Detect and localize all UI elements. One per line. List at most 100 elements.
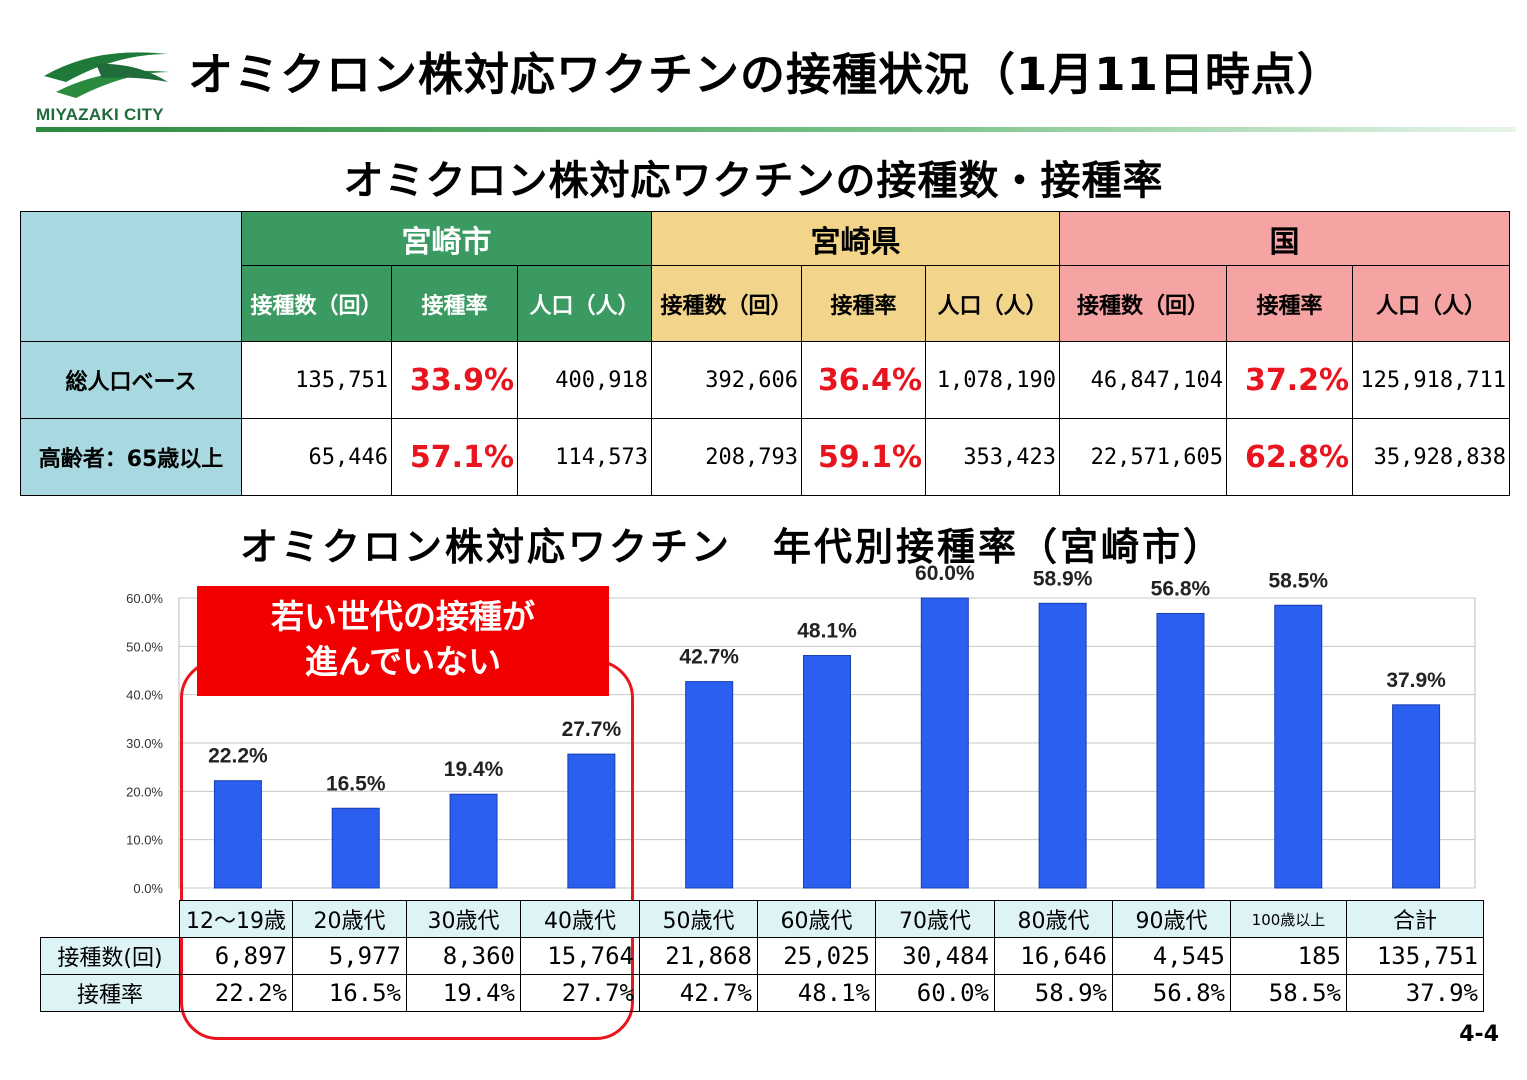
cell-population: 114,573 xyxy=(516,418,653,496)
row-label: 総人口ベース xyxy=(20,341,242,419)
row-label: 接種率 xyxy=(40,974,180,1012)
count-cell: 16,646 xyxy=(994,937,1113,975)
bar xyxy=(1274,604,1323,889)
age-header: 80歳代 xyxy=(994,900,1113,938)
rate-cell: 27.7% xyxy=(520,974,640,1012)
data-label: 60.0% xyxy=(915,562,975,585)
y-tick-label: 10.0% xyxy=(126,833,163,848)
cell-population: 353,423 xyxy=(925,418,1061,496)
col-header-count: 接種数（回） xyxy=(651,265,803,342)
bar xyxy=(920,597,969,889)
cell-count: 392,606 xyxy=(651,341,803,419)
age-header: 50歳代 xyxy=(639,900,758,938)
table-row: 高齢者：65歳以上 65,446 57.1% 114,573 208,793 5… xyxy=(20,418,1511,496)
row-label: 接種数(回) xyxy=(40,937,180,975)
rate-cell: 19.4% xyxy=(406,974,521,1012)
rate-cell: 37.9% xyxy=(1346,974,1484,1012)
age-header: 60歳代 xyxy=(757,900,876,938)
cell-population: 125,918,711 xyxy=(1352,341,1511,419)
bar xyxy=(685,681,734,889)
data-label: 42.7% xyxy=(679,646,739,669)
cell-rate: 37.2% xyxy=(1226,341,1354,419)
title-divider xyxy=(36,127,1516,132)
section2-title: オミクロン株対応ワクチン 年代別接種率（宮崎市） xyxy=(240,525,1225,569)
cell-population: 1,078,190 xyxy=(925,341,1061,419)
data-label: 58.9% xyxy=(1033,567,1093,590)
y-tick-label: 0.0% xyxy=(133,881,163,896)
rate-cell: 22.2% xyxy=(179,974,293,1012)
col-header-population: 人口（人） xyxy=(1352,265,1511,342)
age-table: 12～19歳 20歳代 30歳代 40歳代 50歳代 60歳代 70歳代 80歳… xyxy=(40,900,1484,1012)
rate-cell: 58.5% xyxy=(1230,974,1347,1012)
bar xyxy=(213,780,262,889)
group-header-nation: 国 xyxy=(1059,211,1511,266)
cell-rate: 33.9% xyxy=(391,341,518,419)
row-label: 高齢者：65歳以上 xyxy=(20,418,242,496)
col-header-count: 接種数（回） xyxy=(241,265,392,342)
table-row: 接種数(回) 6,897 5,977 8,360 15,764 21,868 2… xyxy=(40,937,1484,975)
age-header: 20歳代 xyxy=(292,900,407,938)
age-header: 40歳代 xyxy=(520,900,640,938)
group-header-prefecture: 宮崎県 xyxy=(651,211,1061,266)
y-tick-label: 50.0% xyxy=(126,639,163,654)
bar xyxy=(1392,704,1441,889)
col-header-count: 接種数（回） xyxy=(1059,265,1228,342)
logo-text: MIYAZAKI CITY xyxy=(36,105,164,124)
rate-cell: 58.9% xyxy=(994,974,1113,1012)
count-cell: 6,897 xyxy=(179,937,293,975)
data-label: 19.4% xyxy=(444,758,504,781)
col-header-population: 人口（人） xyxy=(516,265,653,342)
rate-cell: 56.8% xyxy=(1112,974,1231,1012)
section1-title: オミクロン株対応ワクチンの接種数・接種率 xyxy=(343,158,1164,204)
count-cell: 15,764 xyxy=(520,937,640,975)
col-header-population: 人口（人） xyxy=(925,265,1061,342)
rate-cell: 16.5% xyxy=(292,974,407,1012)
miyazaki-city-logo xyxy=(44,52,170,98)
rate-cell: 48.1% xyxy=(757,974,876,1012)
table-corner xyxy=(20,211,242,342)
callout-box: 若い世代の接種が 進んでいない xyxy=(197,586,609,696)
y-tick-label: 20.0% xyxy=(126,784,163,799)
count-cell: 21,868 xyxy=(639,937,758,975)
group-header-city: 宮崎市 xyxy=(240,211,653,266)
bar xyxy=(803,655,851,889)
cell-rate: 59.1% xyxy=(801,418,927,496)
cell-rate: 36.4% xyxy=(801,341,927,419)
page-number: 4-4 xyxy=(1459,1022,1499,1047)
bar xyxy=(331,807,380,889)
cell-count: 46,847,104 xyxy=(1059,341,1228,419)
cell-rate: 62.8% xyxy=(1226,418,1354,496)
page-title: オミクロン株対応ワクチンの接種状況（1月11日時点） xyxy=(188,48,1343,101)
data-label: 37.9% xyxy=(1386,669,1446,692)
cell-rate: 57.1% xyxy=(391,418,518,496)
age-header: 合計 xyxy=(1346,900,1484,938)
y-tick-label: 40.0% xyxy=(126,688,163,703)
rate-cell: 60.0% xyxy=(875,974,995,1012)
age-header: 70歳代 xyxy=(875,900,995,938)
cell-count: 208,793 xyxy=(651,418,803,496)
data-label: 22.2% xyxy=(208,745,268,768)
y-tick-label: 60.0% xyxy=(126,591,163,606)
bar xyxy=(567,753,616,889)
data-label: 48.1% xyxy=(797,620,857,643)
cell-count: 22,571,605 xyxy=(1059,418,1228,496)
count-cell: 25,025 xyxy=(757,937,876,975)
data-label: 58.5% xyxy=(1268,569,1328,592)
rate-cell: 42.7% xyxy=(639,974,758,1012)
col-header-rate: 接種率 xyxy=(1226,265,1354,342)
count-cell: 135,751 xyxy=(1346,937,1484,975)
count-cell: 5,977 xyxy=(292,937,407,975)
data-label: 16.5% xyxy=(326,772,386,795)
table-row: 接種率 22.2% 16.5% 19.4% 27.7% 42.7% 48.1% … xyxy=(40,974,1484,1012)
count-cell: 8,360 xyxy=(406,937,521,975)
cell-population: 400,918 xyxy=(516,341,653,419)
cell-count: 65,446 xyxy=(241,418,392,496)
bar xyxy=(1038,602,1087,889)
bar xyxy=(449,793,498,889)
count-cell: 185 xyxy=(1230,937,1347,975)
count-cell: 30,484 xyxy=(875,937,995,975)
cell-count: 135,751 xyxy=(241,341,392,419)
cell-population: 35,928,838 xyxy=(1352,418,1511,496)
y-tick-label: 30.0% xyxy=(126,736,163,751)
col-header-rate: 接種率 xyxy=(391,265,518,342)
